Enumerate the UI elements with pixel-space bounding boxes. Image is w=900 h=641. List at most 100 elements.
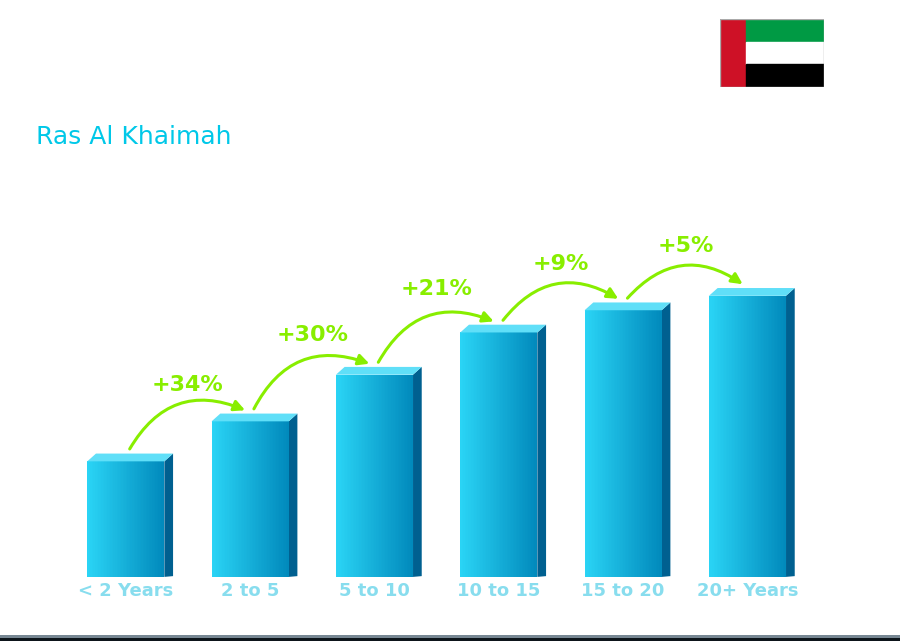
Bar xyxy=(660,310,661,577)
Bar xyxy=(229,421,230,577)
Bar xyxy=(0,637,900,640)
Bar xyxy=(0,635,900,638)
Bar xyxy=(0,637,900,640)
Bar xyxy=(0,636,900,639)
Bar xyxy=(146,462,148,577)
Bar xyxy=(264,421,266,577)
Bar xyxy=(242,421,244,577)
Bar xyxy=(0,638,900,640)
Bar xyxy=(0,635,900,638)
Bar xyxy=(629,310,631,577)
Bar xyxy=(0,638,900,641)
Bar xyxy=(0,636,900,639)
Bar xyxy=(633,310,634,577)
Bar xyxy=(609,310,611,577)
Bar xyxy=(0,636,900,639)
Bar xyxy=(0,635,900,638)
Bar xyxy=(0,637,900,640)
Bar xyxy=(0,635,900,638)
Bar xyxy=(0,639,900,641)
Bar xyxy=(0,636,900,639)
Bar xyxy=(0,637,900,640)
Bar xyxy=(0,636,900,639)
Bar xyxy=(635,310,637,577)
Text: salary: salary xyxy=(393,612,450,629)
Bar xyxy=(150,462,152,577)
Bar xyxy=(129,462,130,577)
Bar xyxy=(0,636,900,639)
Bar xyxy=(616,310,617,577)
Bar xyxy=(0,639,900,641)
Bar xyxy=(0,636,900,639)
Bar xyxy=(0,638,900,640)
Bar xyxy=(0,637,900,640)
Bar xyxy=(143,462,144,577)
Text: 18,200 AED: 18,200 AED xyxy=(325,349,424,363)
Bar xyxy=(477,333,479,577)
Bar xyxy=(0,637,900,640)
Bar xyxy=(0,638,900,641)
Bar xyxy=(0,638,900,640)
Bar xyxy=(781,296,783,577)
Bar xyxy=(623,310,625,577)
Bar xyxy=(471,333,473,577)
Bar xyxy=(0,639,900,641)
Bar xyxy=(0,637,900,640)
Bar xyxy=(607,310,608,577)
Bar xyxy=(0,638,900,640)
Bar xyxy=(227,421,229,577)
Bar xyxy=(491,333,492,577)
Bar xyxy=(0,635,900,638)
Bar xyxy=(628,310,629,577)
Bar xyxy=(0,635,900,638)
Bar xyxy=(0,639,900,640)
Bar xyxy=(709,296,710,577)
Bar xyxy=(498,333,499,577)
Bar xyxy=(137,462,139,577)
Bar xyxy=(721,296,723,577)
Polygon shape xyxy=(165,454,173,577)
Bar xyxy=(0,637,900,640)
Bar xyxy=(0,639,900,641)
Bar xyxy=(0,635,900,638)
Bar xyxy=(608,310,609,577)
Bar xyxy=(659,310,660,577)
Bar xyxy=(0,637,900,640)
Bar xyxy=(0,638,900,640)
Bar xyxy=(783,296,785,577)
Bar xyxy=(0,635,900,638)
Bar xyxy=(597,310,598,577)
Bar xyxy=(0,636,900,638)
Bar xyxy=(0,638,900,641)
Bar xyxy=(737,296,738,577)
Bar xyxy=(0,638,900,640)
Bar xyxy=(0,637,900,640)
Bar xyxy=(0,637,900,640)
Bar xyxy=(267,421,268,577)
Bar xyxy=(372,375,373,577)
Bar xyxy=(0,638,900,640)
Bar xyxy=(370,375,372,577)
Bar xyxy=(382,375,383,577)
Bar xyxy=(0,636,900,639)
Bar xyxy=(0,638,900,640)
Bar xyxy=(0,637,900,640)
Bar xyxy=(0,639,900,640)
Bar xyxy=(276,421,278,577)
Bar xyxy=(0,638,900,640)
Bar xyxy=(0,638,900,640)
Bar xyxy=(0,637,900,640)
Bar xyxy=(651,310,652,577)
Bar xyxy=(586,310,588,577)
Bar xyxy=(350,375,351,577)
Bar xyxy=(216,421,218,577)
Polygon shape xyxy=(585,303,670,310)
Bar xyxy=(714,296,716,577)
Bar xyxy=(141,462,143,577)
Bar xyxy=(646,310,648,577)
Bar xyxy=(144,462,146,577)
Bar xyxy=(376,375,378,577)
Bar xyxy=(233,421,235,577)
Bar xyxy=(0,639,900,640)
Bar xyxy=(0,636,900,639)
